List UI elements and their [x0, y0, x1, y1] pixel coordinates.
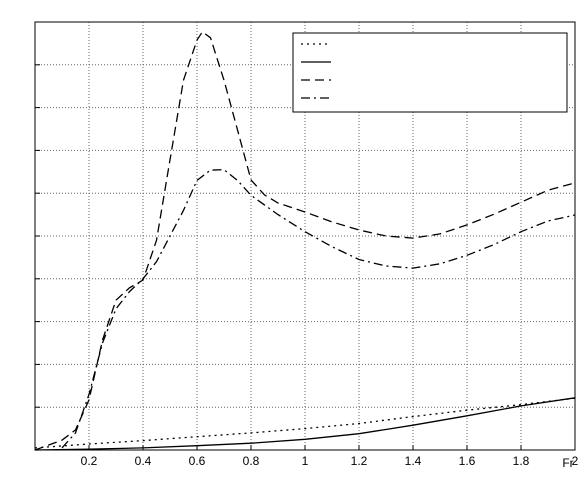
series-line — [34, 30, 576, 451]
x-tick-label: 1.2 — [351, 454, 368, 468]
x-tick-label: 0.8 — [243, 454, 260, 468]
x-tick-label: 1.8 — [513, 454, 530, 468]
series-line — [61, 169, 576, 449]
legend-box — [292, 32, 568, 113]
x-tick-label: 1.6 — [459, 454, 476, 468]
x-axis-label: Fr — [562, 456, 573, 470]
series-line — [34, 397, 576, 449]
x-tick-label: 1 — [302, 454, 309, 468]
x-tick-label: 2 — [572, 454, 579, 468]
plot-frame — [34, 21, 576, 451]
series-line — [34, 397, 576, 451]
x-tick-label: 1.4 — [405, 454, 422, 468]
x-tick-label: 0.2 — [81, 454, 98, 468]
x-tick-label: 0.6 — [189, 454, 206, 468]
x-tick-label: 0.4 — [135, 454, 152, 468]
